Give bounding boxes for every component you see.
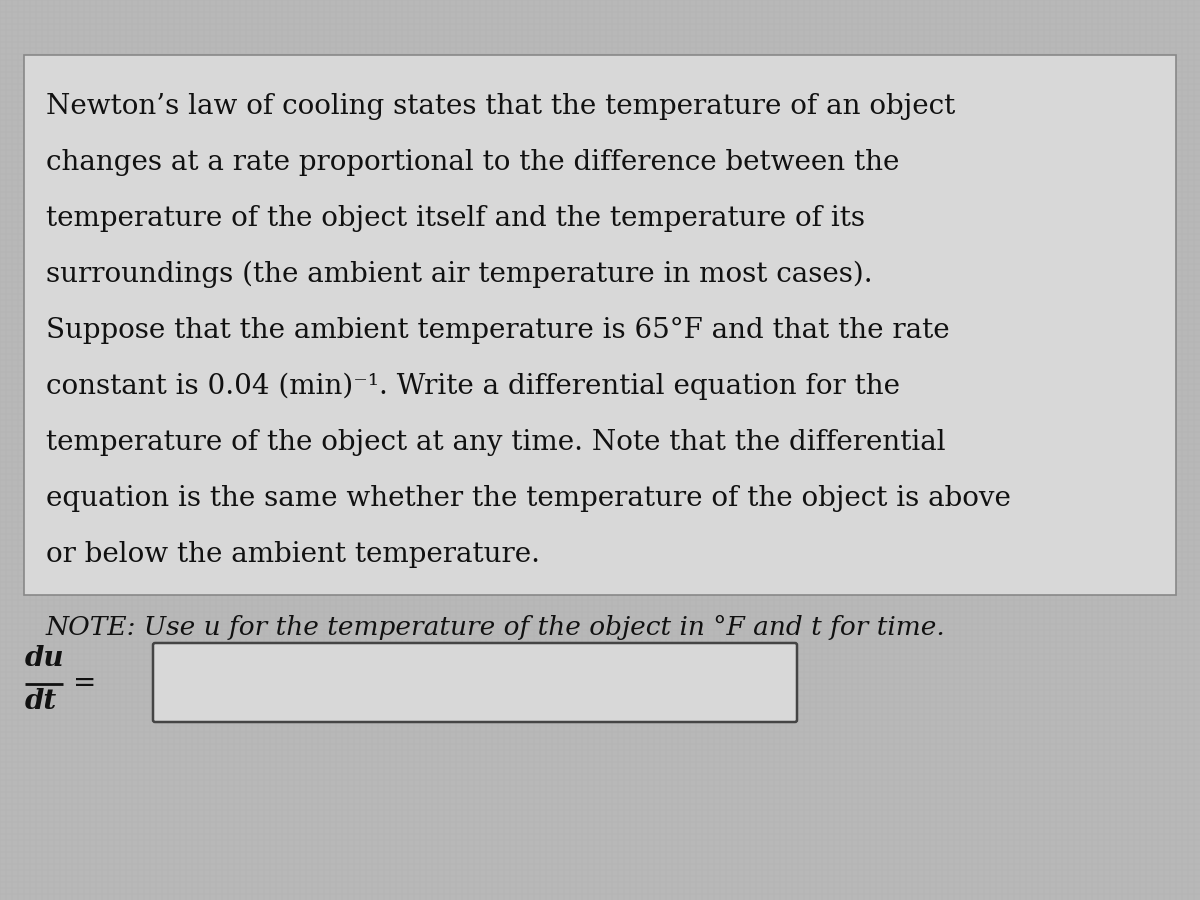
Text: or below the ambient temperature.: or below the ambient temperature. [46, 541, 540, 568]
Text: surroundings (the ambient air temperature in most cases).: surroundings (the ambient air temperatur… [46, 261, 872, 288]
Text: changes at a rate proportional to the difference between the: changes at a rate proportional to the di… [46, 149, 899, 176]
Text: Suppose that the ambient temperature is 65°F and that the rate: Suppose that the ambient temperature is … [46, 317, 949, 344]
Text: temperature of the object itself and the temperature of its: temperature of the object itself and the… [46, 205, 865, 232]
Text: =: = [73, 670, 96, 698]
Text: constant is 0.04 (min)⁻¹. Write a differential equation for the: constant is 0.04 (min)⁻¹. Write a differ… [46, 373, 900, 400]
Text: NOTE: Use u for the temperature of the object in °F and t for time.: NOTE: Use u for the temperature of the o… [46, 615, 946, 640]
Text: du: du [25, 645, 65, 672]
Text: dt: dt [25, 688, 58, 715]
FancyBboxPatch shape [154, 643, 797, 722]
Text: equation is the same whether the temperature of the object is above: equation is the same whether the tempera… [46, 485, 1010, 512]
Bar [24, 55, 1176, 595]
Text: temperature of the object at any time. Note that the differential: temperature of the object at any time. N… [46, 429, 946, 456]
Text: Newton’s law of cooling states that the temperature of an object: Newton’s law of cooling states that the … [46, 93, 955, 120]
